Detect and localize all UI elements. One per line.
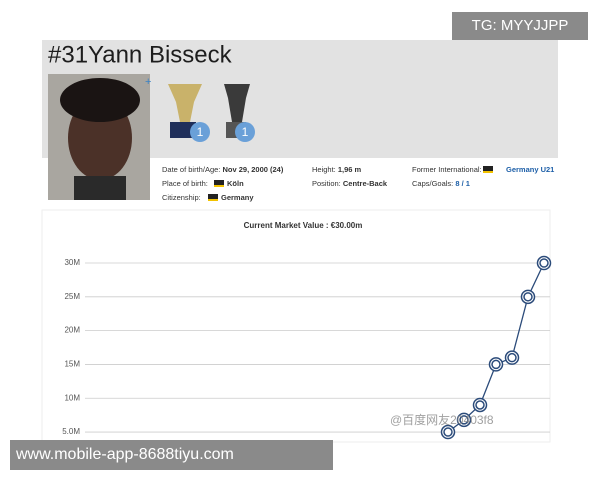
value: 8 / 1 [455, 179, 470, 188]
value: Centre-Back [343, 179, 388, 188]
tg-text: TG: MYYJJPP [472, 17, 569, 34]
y-tick-label: 30M [64, 258, 80, 267]
photo-plus: + [145, 76, 151, 88]
label: Former International: [412, 165, 482, 174]
trophy-badge [235, 122, 255, 142]
info-row: Citizenship: [162, 193, 201, 202]
info-row: Height: 1,96 m [312, 165, 362, 174]
watermark: @百度网友20403f8 [390, 412, 494, 427]
flag-stripe [208, 199, 218, 201]
chart-title: Current Market Value : €30.00m [244, 221, 363, 230]
value: Germany U21 [506, 165, 554, 174]
site-text: www.mobile-app-8688tiyu.com [15, 446, 234, 463]
value: Nov 29, 2000 (24) [222, 165, 283, 174]
flag-stripe [214, 185, 224, 187]
label: Date of birth/Age: [162, 165, 220, 174]
label: Position: [312, 179, 341, 188]
point-logo [443, 427, 453, 437]
shirt-number: #31 [48, 41, 88, 68]
label: Citizenship: [162, 193, 201, 202]
trophy-count: 1 [197, 125, 204, 139]
player-photo [48, 74, 150, 200]
trophy-badge [190, 122, 210, 142]
point-logo [475, 400, 485, 410]
chart-card [41, 209, 551, 443]
y-tick-label: 5.0M [62, 427, 80, 436]
point-logo [523, 292, 533, 302]
info-row: Former International: [412, 165, 482, 174]
chart: 5.0M 10M 15M 20M 25M 30M [62, 255, 552, 440]
player-name: Yann Bisseck [88, 41, 233, 68]
point-logo [491, 359, 501, 370]
flag [208, 194, 218, 201]
info-row: Date of birth/Age: Nov 29, 2000 (24) [162, 165, 284, 174]
tg-box [452, 12, 588, 40]
trophy [168, 84, 202, 138]
y-tick-label: 10M [64, 393, 80, 402]
point-logo [459, 415, 469, 425]
y-tick-label: 15M [64, 360, 80, 369]
flag-stripe [483, 171, 493, 173]
label: Place of birth: [162, 179, 208, 188]
site-box [10, 440, 333, 470]
point-logo [539, 258, 549, 268]
info-row: Position: Centre-Back [312, 179, 388, 188]
trophy-count: 1 [242, 125, 249, 139]
value: Germany [221, 193, 254, 202]
value: 1,96 m [338, 165, 362, 174]
info-row: Place of birth: [162, 179, 208, 188]
point-logo [507, 352, 517, 363]
label: Height: [312, 165, 336, 174]
info-row: Caps/Goals: 8 / 1 [412, 179, 470, 188]
y-tick-label: 20M [64, 326, 80, 335]
value: Köln [227, 179, 244, 188]
flag [214, 180, 224, 187]
y-tick-label: 25M [64, 292, 80, 301]
flag [483, 166, 493, 173]
label: Caps/Goals: [412, 179, 453, 188]
